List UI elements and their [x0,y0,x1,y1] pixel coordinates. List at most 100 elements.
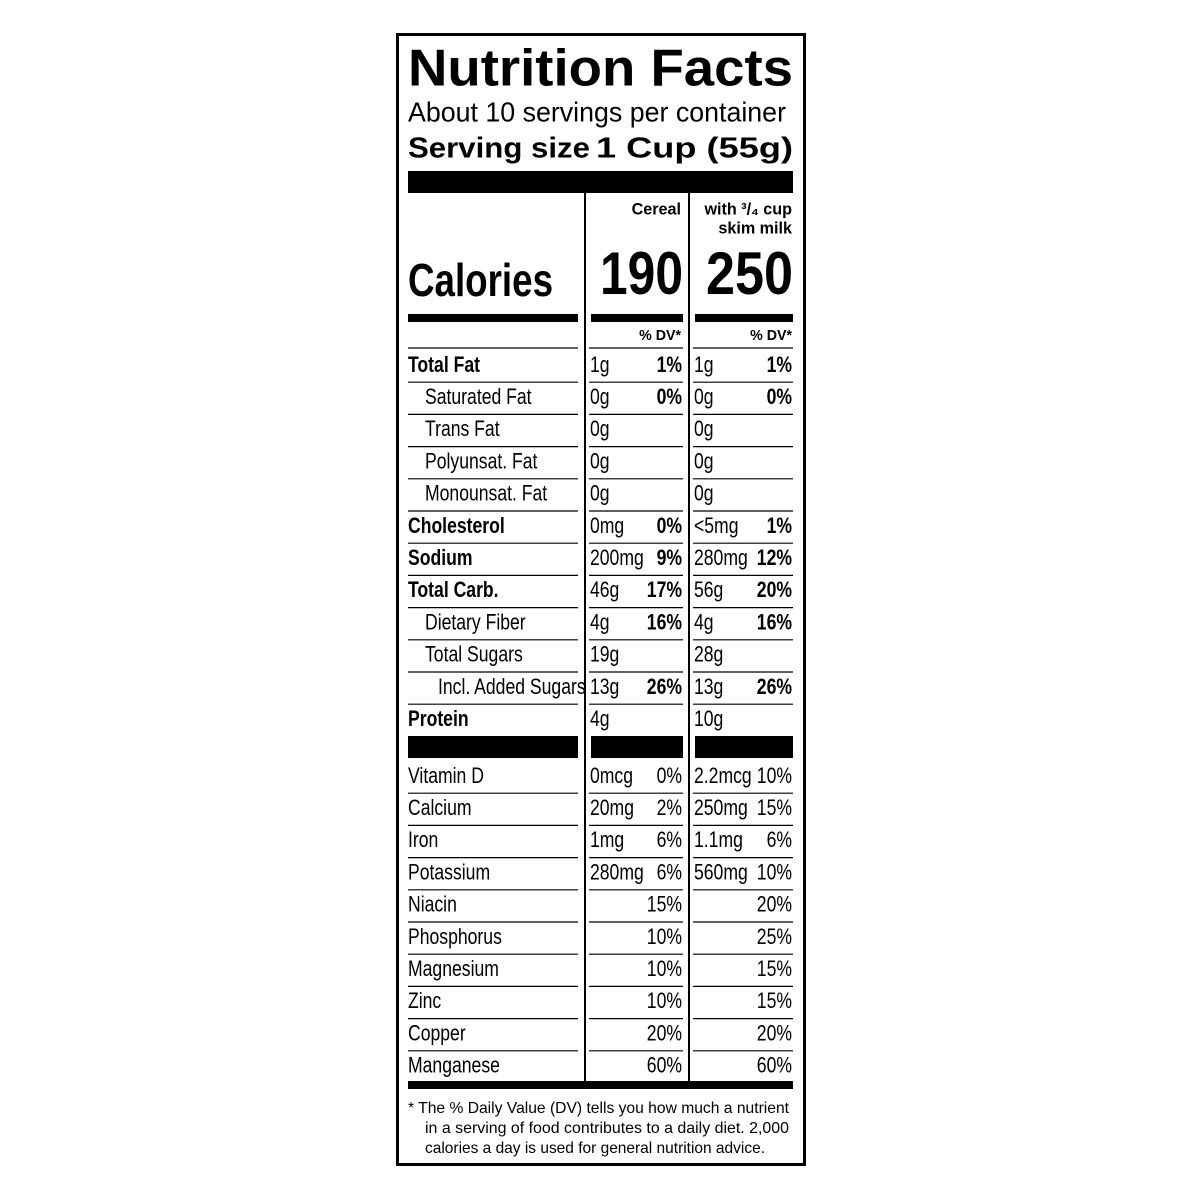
daily-value: 20% [757,578,792,602]
column-header: with ³/₄ cup [703,199,792,218]
amount: 56g [694,578,723,602]
daily-value: 15% [757,796,792,820]
amount: 4g [694,611,714,635]
amount: 46g [590,578,619,602]
thick-bar [408,736,578,758]
daily-value: 10% [647,989,682,1013]
amount: 1g [590,353,610,377]
daily-value: 20% [757,1022,792,1046]
nutrient-name: Copper [408,1022,466,1046]
amount: 250mg [694,796,748,820]
daily-value: 12% [757,546,792,570]
amount: 0g [694,450,714,474]
nutrient-name: Niacin [408,893,457,917]
daily-value: 15% [647,893,682,917]
serving-size-value: 1 Cup (55g) [596,133,793,165]
calorie-bar [408,314,578,322]
amount: 13g [590,675,619,699]
amount: 280mg [694,546,748,570]
amount: 1.1mg [694,828,743,852]
daily-value: 0% [657,385,683,409]
amount: <5mg [694,514,738,538]
amount: 0g [590,482,610,506]
amount: 1g [694,353,714,377]
thick-bar [408,1081,793,1089]
nutrient-name: Phosphorus [408,925,502,949]
thick-bar [695,736,793,758]
daily-value: 0% [657,514,683,538]
nutrient-name: Iron [408,828,438,852]
daily-value: 15% [757,989,792,1013]
nutrient-name: Dietary Fiber [425,611,526,635]
amount: 13g [694,675,723,699]
nutrient-name: Incl. Added Sugars [438,675,586,699]
servings: About 10 servings per container [408,96,786,127]
daily-value: 20% [757,893,792,917]
daily-value: 15% [757,957,792,981]
amount: 19g [590,643,619,667]
daily-value: 26% [647,675,682,699]
daily-value: 16% [757,611,792,635]
daily-value: 0% [657,764,682,788]
nutrient-name: Trans Fat [425,417,500,441]
daily-value: 25% [757,925,792,949]
amount: 280mg [590,861,644,885]
amount: 0g [694,482,714,506]
amount: 1mg [590,828,624,852]
thick-bar [408,171,793,193]
amount: 560mg [694,861,748,885]
footnote: in a serving of food contributes to a da… [425,1120,789,1137]
nutrient-name: Monounsat. Fat [425,482,548,506]
amount: 4g [590,707,610,731]
nutrient-name: Total Sugars [425,643,523,667]
label-border [396,33,806,1166]
nutrient-name: Total Fat [408,353,480,377]
amount: 0g [590,385,610,409]
nutrient-name: Sodium [408,546,472,570]
amount: 2.2mcg [694,764,752,788]
nutrient-name: Zinc [408,989,441,1013]
serving-size-label: Serving size [408,133,590,165]
amount: 0mcg [590,764,633,788]
nutrient-name: Protein [408,707,469,731]
daily-value: 10% [757,764,792,788]
calories-value: 250 [706,240,793,307]
amount: 0mg [590,514,624,538]
amount: 200mg [590,546,644,570]
daily-value: 16% [647,611,682,635]
daily-value: 1% [657,353,683,377]
nutrient-name: Calcium [408,796,472,820]
daily-value: 2% [657,796,682,820]
nutrient-name: Cholesterol [408,514,505,538]
daily-value: 1% [767,353,793,377]
amount: 4g [590,611,610,635]
daily-value: 17% [647,578,682,602]
footnote: calories a day is used for general nutri… [425,1140,765,1157]
daily-value: 26% [757,675,792,699]
amount: 20mg [590,796,634,820]
nutrient-name: Total Carb. [408,578,499,602]
daily-value: 0% [767,385,793,409]
nutrient-name: Potassium [408,861,490,885]
calorie-bar [591,314,683,322]
thick-bar [591,736,683,758]
amount: 28g [694,643,723,667]
nutrient-name: Manganese [408,1054,500,1078]
calories-label: Calories [408,254,553,306]
daily-value: 10% [757,861,792,885]
daily-value: 9% [657,546,683,570]
daily-value: 6% [657,828,682,852]
amount: 0g [590,450,610,474]
calories-value: 190 [600,240,683,307]
daily-value: 60% [757,1054,792,1078]
daily-value: 10% [647,957,682,981]
column-header: Cereal [632,199,681,218]
daily-value: 6% [657,861,682,885]
dv-header: % DV* [639,328,681,344]
calorie-bar [695,314,793,322]
daily-value: 60% [647,1054,682,1078]
footnote: * The % Daily Value (DV) tells you how m… [408,1100,790,1117]
